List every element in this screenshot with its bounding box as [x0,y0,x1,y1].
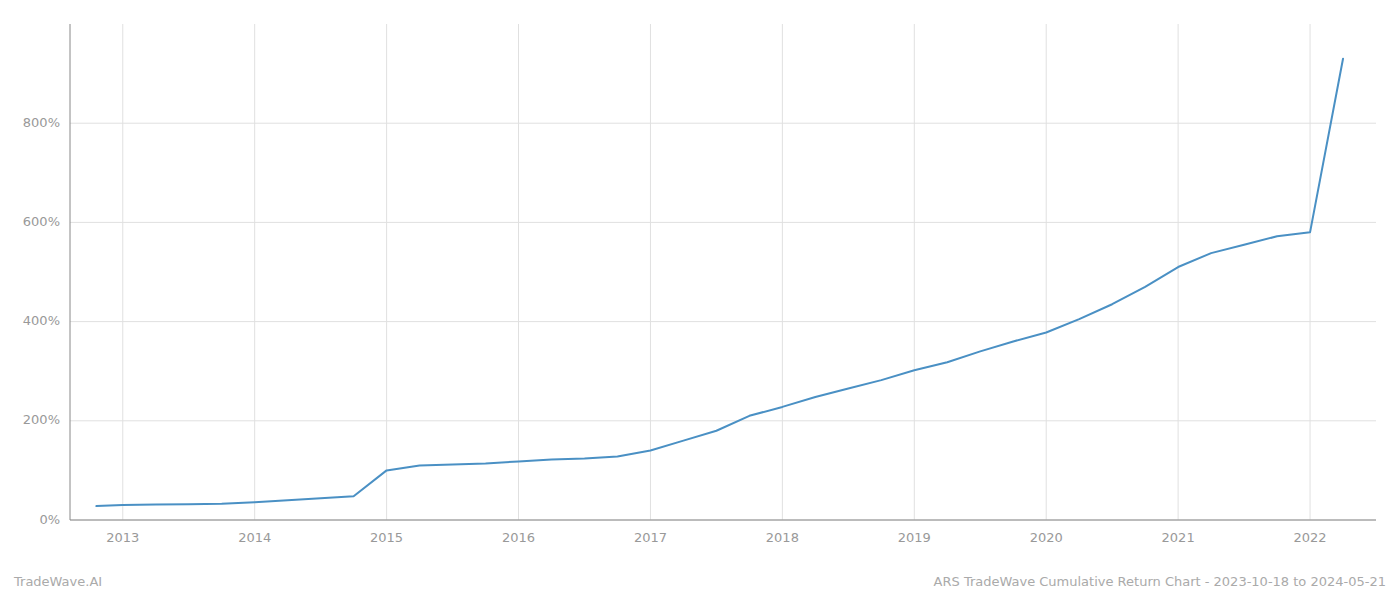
x-axis-line [70,520,1376,521]
y-grid-line [70,520,1376,521]
x-tick-label: 2013 [106,530,139,545]
x-tick-label: 2022 [1293,530,1326,545]
y-grid-line [70,222,1376,223]
grid [70,24,1376,520]
data-layer [96,59,1343,506]
y-tick-label: 400% [23,313,60,328]
x-tick-label: 2018 [766,530,799,545]
y-tick-label: 200% [23,412,60,427]
x-grid-line [518,24,519,520]
y-tick-label: 0% [39,512,60,527]
x-tick-label: 2020 [1030,530,1063,545]
x-tick-label: 2017 [634,530,667,545]
texts: TradeWave.AI ARS TradeWave Cumulative Ret… [13,574,1386,589]
watermark: TradeWave.AI [13,574,102,589]
x-grid-line [782,24,783,520]
x-grid-line [1178,24,1179,520]
x-tick-label: 2019 [898,530,931,545]
axes: 0% 200% 400% 600% 800% 2013 2014 2015 2016 2017 20… [23,24,1376,545]
y-grid-line [70,321,1376,322]
chart: 0% 200% 400% 600% 800% 2013 2014 2015 2016 2017 20… [0,0,1400,600]
y-tick-label: 600% [23,214,60,229]
x-grid-line [914,24,915,520]
line-series [96,59,1343,506]
title: ARS TradeWave Cumulative Return Chart - … [934,574,1386,589]
x-grid-line [1310,24,1311,520]
y-grid-line [70,420,1376,421]
x-tick-label: 2014 [238,530,271,545]
x-grid-line [1046,24,1047,520]
x-tick-label: 2016 [502,530,535,545]
y-grid-line [70,123,1376,124]
y-axis-line [70,24,71,520]
x-tick-label: 2015 [370,530,403,545]
y-tick-label: 800% [23,115,60,130]
page: {"chart_data": {"type": "line", "title":… [0,0,1400,600]
x-grid-line [386,24,387,520]
x-grid-line [122,24,123,520]
x-grid-line [254,24,255,520]
x-tick-label: 2021 [1162,530,1195,545]
x-grid-line [650,24,651,520]
